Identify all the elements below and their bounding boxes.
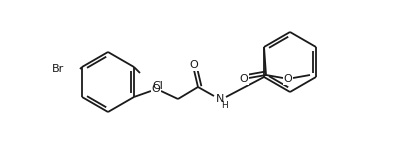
Text: O: O xyxy=(284,74,293,84)
Text: Cl: Cl xyxy=(152,81,163,91)
Text: Br: Br xyxy=(52,64,64,74)
Text: O: O xyxy=(189,60,198,70)
Text: O: O xyxy=(240,74,248,84)
Text: O: O xyxy=(152,84,160,94)
Text: H: H xyxy=(222,100,228,109)
Text: N: N xyxy=(216,94,224,104)
